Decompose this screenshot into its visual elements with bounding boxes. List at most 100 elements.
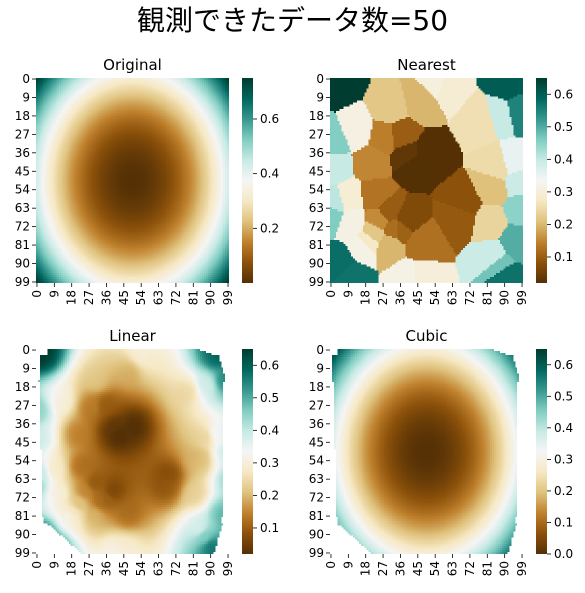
colorbar-tick-label: 0.4 [260,423,279,437]
colorbar-tick-label: 0.3 [554,185,573,199]
colorbar-tick-label: 0.5 [554,389,573,403]
colorbar [242,78,253,283]
x-tick-label: 99 [515,561,529,576]
x-tick-label: 9 [47,290,61,298]
x-tick-label: 9 [47,561,61,569]
y-tick-label: 0 [22,343,30,357]
x-tick-label: 90 [498,290,512,305]
y-tick-label: 18 [309,109,324,123]
colorbar [242,349,253,554]
colorbar [536,349,547,554]
y-tick-label: 54 [309,454,324,468]
x-tick-label: 18 [359,561,373,576]
x-tick-label: 18 [359,290,373,305]
y-tick-label: 72 [15,491,30,505]
x-tick-label: 36 [393,561,407,576]
y-tick-label: 18 [15,109,30,123]
y-tick-label: 63 [15,201,30,215]
y-tick-label: 54 [15,183,30,197]
colorbar-tick-label: 0.1 [554,250,573,264]
y-tick-label: 99 [309,546,324,560]
x-tick-label: 0 [30,561,44,569]
x-tick-label: 90 [498,561,512,576]
x-tick-label: 54 [428,561,442,576]
x-tick-label: 18 [65,290,79,305]
x-tick-label: 18 [65,561,79,576]
colorbar-tick-label: 0.0 [554,547,573,561]
colorbar-tick-label: 0.6 [260,358,279,372]
colorbar-tick-label: 0.6 [554,358,573,372]
colorbar-tick-label: 0.2 [260,488,279,502]
colorbar-tick-label: 0.4 [260,167,279,181]
y-tick-label: 36 [309,417,324,431]
x-tick-label: 81 [186,561,200,576]
x-tick-label: 81 [186,290,200,305]
y-tick-label: 54 [309,183,324,197]
x-tick-label: 27 [376,561,390,576]
x-tick-label: 36 [393,290,407,305]
x-tick-label: 90 [204,561,218,576]
y-tick-label: 9 [22,90,30,104]
y-tick-label: 81 [309,238,324,252]
y-tick-label: 99 [15,546,30,560]
colorbar-tick-label: 0.4 [554,421,573,435]
y-tick-label: 90 [309,257,324,271]
x-tick-label: 27 [376,290,390,305]
colorbar-tick-label: 0.1 [554,515,573,529]
y-tick-label: 81 [309,509,324,523]
x-tick-label: 27 [82,290,96,305]
x-tick-label: 63 [152,290,166,305]
x-tick-label: 36 [99,561,113,576]
colorbar-tick-label: 0.2 [554,217,573,231]
y-tick-label: 27 [309,398,324,412]
x-tick-label: 54 [428,290,442,305]
colorbar-tick-label: 0.3 [554,452,573,466]
y-tick-label: 63 [15,472,30,486]
x-tick-label: 72 [169,290,183,305]
y-tick-label: 81 [15,509,30,523]
x-tick-label: 63 [446,561,460,576]
x-tick-label: 99 [221,561,235,576]
x-tick-label: 72 [169,561,183,576]
x-tick-label: 54 [134,561,148,576]
colorbar-tick-label: 0.4 [554,152,573,166]
colorbar-tick-label: 0.6 [260,112,279,126]
x-tick-label: 72 [463,290,477,305]
x-tick-label: 63 [446,290,460,305]
y-tick-label: 72 [15,220,30,234]
x-tick-label: 99 [221,290,235,305]
y-tick-label: 45 [15,164,30,178]
colorbar [536,78,547,283]
heatmap-image [330,78,523,283]
y-tick-label: 72 [309,220,324,234]
y-tick-label: 63 [309,201,324,215]
y-tick-label: 45 [309,164,324,178]
y-tick-label: 9 [22,361,30,375]
heatmap-image [36,78,229,283]
x-tick-label: 0 [30,290,44,298]
x-tick-label: 81 [480,561,494,576]
y-tick-label: 99 [15,275,30,289]
x-tick-label: 9 [341,561,355,569]
panel-title: Cubic [406,327,448,345]
panel-title: Nearest [397,56,456,74]
y-tick-label: 90 [15,528,30,542]
x-tick-label: 72 [463,561,477,576]
y-tick-label: 36 [309,146,324,160]
y-tick-label: 9 [316,361,324,375]
y-tick-label: 81 [15,238,30,252]
y-tick-label: 9 [316,90,324,104]
x-tick-label: 45 [411,561,425,576]
colorbar-tick-label: 0.5 [554,120,573,134]
panel-title: Linear [109,327,156,345]
x-tick-label: 45 [117,290,131,305]
x-tick-label: 99 [515,290,529,305]
y-tick-label: 99 [309,275,324,289]
x-tick-label: 9 [341,290,355,298]
figure-suptitle: 観測できたデータ数=50 [136,4,449,37]
x-tick-label: 63 [152,561,166,576]
colorbar-tick-label: 0.3 [260,456,279,470]
